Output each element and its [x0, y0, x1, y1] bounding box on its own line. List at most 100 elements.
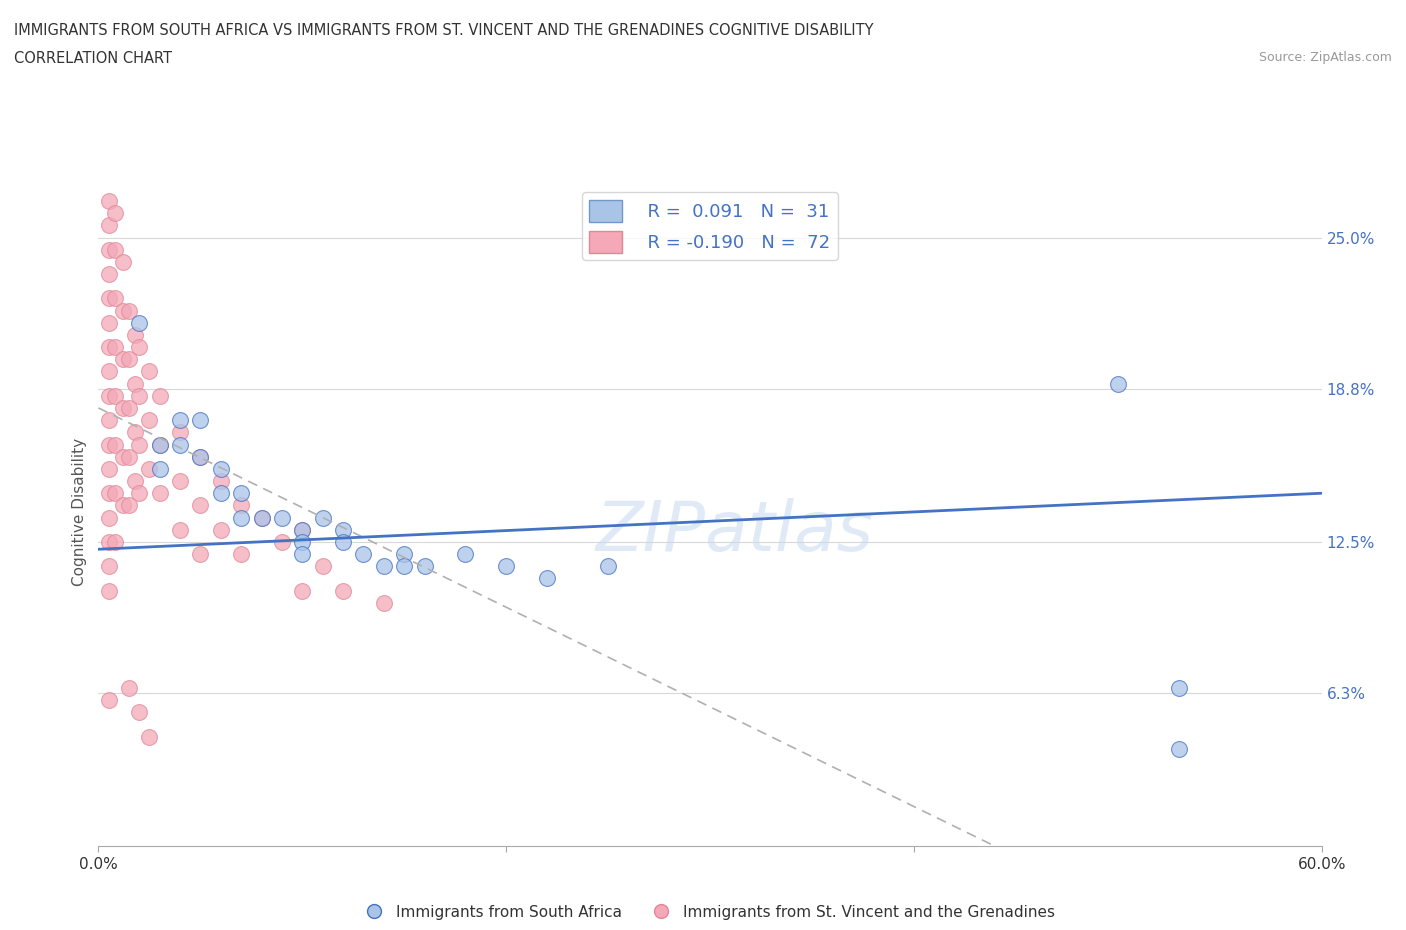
- Point: [169, 413, 191, 428]
- Point: [332, 583, 354, 598]
- Point: [97, 511, 120, 525]
- Point: [128, 485, 150, 500]
- Point: [188, 413, 212, 428]
- Point: [128, 705, 150, 720]
- Point: [149, 461, 172, 476]
- Point: [97, 364, 120, 379]
- Point: [104, 535, 127, 550]
- Point: [209, 473, 232, 488]
- Point: [138, 413, 160, 428]
- Point: [111, 255, 134, 270]
- Point: [104, 243, 127, 258]
- Point: [118, 681, 141, 696]
- Point: [111, 401, 134, 416]
- Point: [231, 485, 253, 500]
- Point: [373, 595, 395, 610]
- Point: [97, 583, 120, 598]
- Point: [188, 449, 212, 464]
- Point: [149, 437, 172, 452]
- Point: [104, 485, 127, 500]
- Point: [118, 449, 141, 464]
- Point: [118, 401, 141, 416]
- Point: [169, 523, 191, 538]
- Point: [598, 559, 620, 574]
- Text: ZIPatlas: ZIPatlas: [596, 498, 873, 565]
- Point: [270, 535, 294, 550]
- Point: [188, 449, 212, 464]
- Point: [332, 535, 354, 550]
- Point: [291, 547, 314, 562]
- Point: [97, 193, 120, 208]
- Point: [124, 327, 146, 342]
- Point: [454, 547, 477, 562]
- Point: [118, 352, 141, 366]
- Point: [392, 559, 416, 574]
- Point: [124, 425, 146, 440]
- Point: [1107, 377, 1129, 392]
- Point: [495, 559, 517, 574]
- Point: [104, 291, 127, 306]
- Point: [97, 461, 120, 476]
- Point: [188, 547, 212, 562]
- Point: [104, 389, 127, 404]
- Y-axis label: Cognitive Disability: Cognitive Disability: [72, 437, 87, 586]
- Point: [111, 498, 134, 512]
- Point: [209, 461, 232, 476]
- Text: IMMIGRANTS FROM SOUTH AFRICA VS IMMIGRANTS FROM ST. VINCENT AND THE GRENADINES C: IMMIGRANTS FROM SOUTH AFRICA VS IMMIGRAN…: [14, 23, 873, 38]
- Point: [373, 559, 395, 574]
- Point: [209, 485, 232, 500]
- Point: [209, 523, 232, 538]
- Point: [149, 389, 172, 404]
- Point: [138, 729, 160, 744]
- Point: [97, 693, 120, 708]
- Legend: Immigrants from South Africa, Immigrants from St. Vincent and the Grenadines: Immigrants from South Africa, Immigrants…: [359, 898, 1062, 925]
- Point: [97, 485, 120, 500]
- Point: [118, 498, 141, 512]
- Point: [413, 559, 436, 574]
- Point: [270, 511, 294, 525]
- Point: [111, 352, 134, 366]
- Point: [128, 389, 150, 404]
- Point: [124, 473, 146, 488]
- Point: [169, 473, 191, 488]
- Point: [312, 511, 335, 525]
- Point: [97, 413, 120, 428]
- Text: Source: ZipAtlas.com: Source: ZipAtlas.com: [1258, 51, 1392, 64]
- Point: [104, 206, 127, 220]
- Text: CORRELATION CHART: CORRELATION CHART: [14, 51, 172, 66]
- Point: [169, 437, 191, 452]
- Point: [291, 523, 314, 538]
- Point: [111, 449, 134, 464]
- Point: [128, 339, 150, 354]
- Point: [97, 291, 120, 306]
- Point: [392, 547, 416, 562]
- Point: [124, 377, 146, 392]
- Point: [352, 547, 374, 562]
- Point: [332, 523, 354, 538]
- Point: [312, 559, 335, 574]
- Point: [128, 437, 150, 452]
- Point: [118, 303, 141, 318]
- Point: [231, 498, 253, 512]
- Point: [97, 437, 120, 452]
- Point: [97, 243, 120, 258]
- Point: [97, 389, 120, 404]
- Point: [97, 315, 120, 330]
- Point: [1167, 741, 1189, 756]
- Point: [111, 303, 134, 318]
- Point: [291, 583, 314, 598]
- Point: [149, 437, 172, 452]
- Point: [138, 461, 160, 476]
- Point: [149, 485, 172, 500]
- Point: [231, 547, 253, 562]
- Point: [188, 498, 212, 512]
- Point: [169, 425, 191, 440]
- Point: [536, 571, 558, 586]
- Point: [231, 511, 253, 525]
- Point: [250, 511, 273, 525]
- Point: [97, 339, 120, 354]
- Point: [97, 535, 120, 550]
- Point: [97, 559, 120, 574]
- Point: [104, 437, 127, 452]
- Point: [1167, 681, 1189, 696]
